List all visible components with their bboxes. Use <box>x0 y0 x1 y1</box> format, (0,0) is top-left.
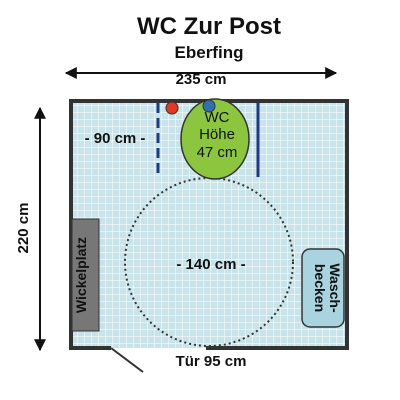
changing-table <box>71 218 100 332</box>
sink-label-line1: Wasch- <box>327 263 343 313</box>
plan-subtitle: Eberfing <box>175 43 244 62</box>
turning-circle-label: - 140 cm - <box>176 256 245 273</box>
toilet-distance-label: - 90 cm - <box>85 130 146 147</box>
changing-table-label: Wickelplatz <box>73 237 89 313</box>
plan-title: WC Zur Post <box>137 13 281 40</box>
toilet-label-line3: 47 cm <box>197 144 238 161</box>
sink-label-line2: becken <box>312 264 328 312</box>
door-label: Tür 95 cm <box>176 353 247 370</box>
blue-flush-button <box>202 99 216 113</box>
height-label: 220 cm <box>15 203 32 254</box>
toilet-label-line1: WC <box>205 109 230 126</box>
red-emergency-button <box>165 101 179 115</box>
toilet-bowl <box>180 98 250 180</box>
toilet-label-line2: Höhe <box>199 126 235 143</box>
door-leaf <box>110 347 144 373</box>
width-label: 235 cm <box>176 71 227 88</box>
sink <box>301 248 345 328</box>
